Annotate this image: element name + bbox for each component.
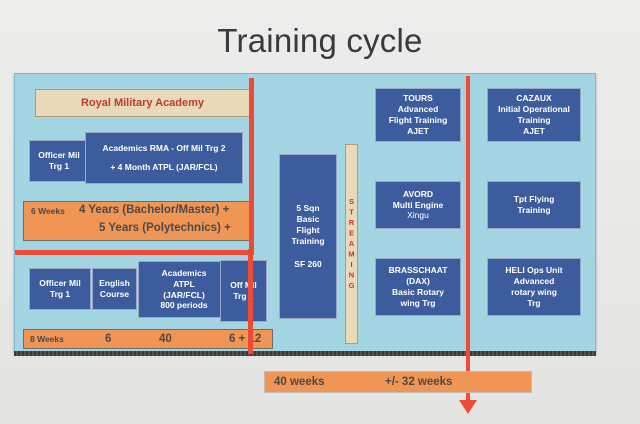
officer-mil-trg1-lower-line2: Trg 1 xyxy=(49,289,71,299)
basic-flight-line3: Flight xyxy=(296,225,320,236)
basic-flight-aircraft: SF 260 xyxy=(294,258,322,269)
upper-duration-weeks: 6 Weeks xyxy=(31,206,65,216)
heli-line4: Trg xyxy=(527,297,541,308)
tours-line4: AJET xyxy=(407,125,429,136)
red-timeline-vertical-right xyxy=(466,76,470,403)
academics-atpl-line1: Academics xyxy=(161,267,207,278)
box-avord: AVORD Multi Engine Xingu xyxy=(375,181,461,229)
basic-flight-line1: 5 Sqn xyxy=(296,203,320,214)
academics-rma-spacer xyxy=(103,154,226,162)
heli-line1: HELI Ops Unit xyxy=(505,265,563,276)
bottom-timeline-bar: 40 weeks +/- 32 weeks xyxy=(264,371,532,393)
brasschaat-line2: (DAX) xyxy=(406,276,430,287)
tours-line2: Advanced xyxy=(397,104,439,115)
lower-duration-academics: 40 xyxy=(159,333,172,345)
tours-line1: TOURS xyxy=(403,93,433,104)
red-connector-horizontal-left xyxy=(15,250,254,255)
lower-duration-off-mil: 6 + 12 xyxy=(229,333,262,345)
box-basic-flight-training: 5 Sqn Basic Flight Training SF 260 xyxy=(279,154,337,319)
avord-line3: Xingu xyxy=(407,210,429,221)
page-title: Training cycle xyxy=(217,22,423,59)
box-academics-atpl: Academics ATPL (JAR/FCL) 800 periods xyxy=(138,261,230,318)
box-tpt-flying: Tpt Flying Training xyxy=(487,181,581,229)
box-heli-ops: HELI Ops Unit Advanced rotary wing Trg xyxy=(487,258,581,316)
off-mil-trg2-line2: Trg 2 xyxy=(233,291,254,301)
english-course-line1: English xyxy=(99,278,130,289)
english-course-line2: Course xyxy=(99,289,130,299)
box-english-course: English Course xyxy=(92,268,137,310)
box-tours: TOURS Advanced Flight Training AJET xyxy=(375,88,461,142)
cazaux-line1: CAZAUX xyxy=(516,93,552,104)
box-officer-mil-trg1-lower: Officer Mil Trg 1 xyxy=(29,268,91,310)
tpt-line1: Tpt Flying xyxy=(513,194,555,205)
bottom-timeline-left-label: 40 weeks xyxy=(274,376,325,388)
cazaux-line3: Training xyxy=(517,115,551,125)
basic-flight-spacer xyxy=(291,247,324,259)
heli-line2: Advanced xyxy=(513,276,555,287)
off-mil-trg2-line1: Off Mil xyxy=(230,280,257,291)
lower-duration-bar: 8 Weeks 6 40 6 + 12 xyxy=(23,329,273,349)
tours-line3: Flight Training xyxy=(388,115,448,125)
academics-rma-line1: Academics RMA - Off Mil Trg 2 xyxy=(102,143,226,154)
academics-rma-line2: + 4 Month ATPL (JAR/FCL) xyxy=(110,162,218,172)
basic-flight-line2: Basic xyxy=(296,214,320,225)
streaming-label: STREAMING xyxy=(347,196,356,292)
red-timeline-arrow-head-icon xyxy=(459,400,477,414)
lower-duration-english: 6 xyxy=(105,333,112,345)
academics-atpl-line3: (JAR/FCL) xyxy=(163,289,205,300)
cazaux-line2: Initial Operational xyxy=(498,104,570,115)
cazaux-line4: AJET xyxy=(523,125,545,136)
upper-duration-line2: 5 Years (Polytechnics) + xyxy=(99,222,231,234)
box-cazaux: CAZAUX Initial Operational Training AJET xyxy=(487,88,581,142)
royal-military-academy-banner: Royal Military Academy xyxy=(35,89,250,117)
avord-line1: AVORD xyxy=(402,188,434,199)
box-academics-rma: Academics RMA - Off Mil Trg 2 + 4 Month … xyxy=(85,132,243,184)
royal-military-academy-label: Royal Military Academy xyxy=(80,97,205,109)
tpt-line2: Training xyxy=(517,205,551,215)
officer-mil-trg1-upper-line1: Officer Mil xyxy=(38,150,80,161)
officer-mil-trg1-upper-line2: Trg 1 xyxy=(48,161,70,171)
streaming-bar: STREAMING xyxy=(345,144,358,344)
red-connector-vertical-left xyxy=(249,78,254,255)
brasschaat-line3: Basic Rotary xyxy=(392,287,444,297)
avord-line2: Multi Engine xyxy=(392,199,444,210)
box-officer-mil-trg1-upper: Officer Mil Trg 1 xyxy=(29,140,89,182)
box-off-mil-trg2: Off Mil Trg 2 xyxy=(220,260,267,322)
academics-atpl-line2: ATPL xyxy=(173,278,195,289)
basic-flight-line4: Training xyxy=(291,235,325,246)
brasschaat-line1: BRASSCHAAT xyxy=(388,265,448,276)
brasschaat-line4: wing Trg xyxy=(400,297,436,308)
bottom-timeline-center-label: +/- 32 weeks xyxy=(385,376,453,388)
training-cycle-diagram: Royal Military Academy Officer Mil Trg 1… xyxy=(14,73,596,356)
upper-duration-line1: 4 Years (Bachelor/Master) + xyxy=(79,204,230,216)
lower-duration-weeks: 8 Weeks xyxy=(30,334,64,344)
box-brasschaat: BRASSCHAAT (DAX) Basic Rotary wing Trg xyxy=(375,258,461,316)
upper-duration-bar: 6 Weeks 4 Years (Bachelor/Master) + 5 Ye… xyxy=(23,201,251,241)
heli-line3: rotary wing xyxy=(511,287,557,297)
red-connector-vertical-lower-left xyxy=(248,249,253,354)
officer-mil-trg1-lower-line1: Officer Mil xyxy=(39,278,81,289)
academics-atpl-line4: 800 periods xyxy=(160,300,208,311)
